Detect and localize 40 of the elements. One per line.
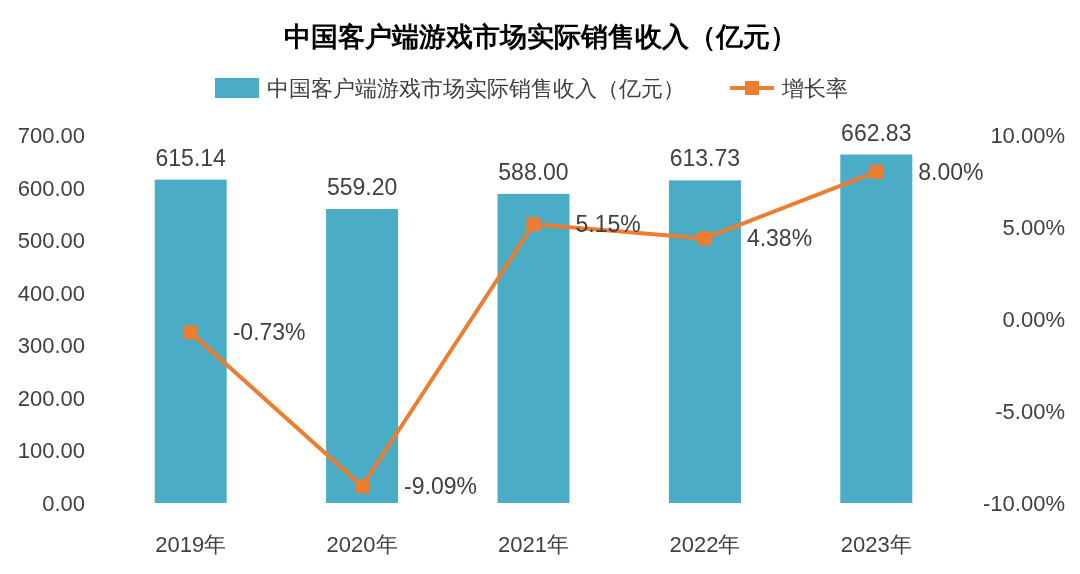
y-tick-label: 300.00 [17, 333, 85, 359]
x-tick-label: 2023年 [840, 532, 912, 557]
y-tick-label: 100.00 [17, 438, 85, 464]
bar [154, 179, 227, 503]
data-label: -9.09% [404, 473, 477, 500]
data-label: 613.73 [669, 145, 741, 172]
y2-tick-label: -5.00% [995, 399, 1065, 424]
x-tick-label: 2019年 [155, 532, 227, 557]
legend-label: 中国客户端游戏市场实际销售收入（亿元） [267, 76, 685, 101]
point [697, 231, 712, 246]
data-label: 8.00% [918, 158, 984, 185]
point [526, 217, 541, 232]
y2-tick-label: 0.00% [1002, 307, 1065, 332]
data-label: 559.20 [326, 174, 398, 201]
x-tick-label: 2022年 [669, 532, 741, 557]
chart-title: 中国客户端游戏市场实际销售收入（亿元） [283, 22, 797, 52]
data-label: 4.38% [746, 225, 813, 252]
y-tick-label: 700.00 [17, 123, 85, 148]
data-label: 662.83 [841, 119, 912, 146]
x-tick-label: 2021年 [498, 532, 569, 557]
point [183, 325, 198, 340]
data-label: 588.00 [498, 158, 569, 185]
y-tick-label: 600.00 [17, 175, 85, 201]
x-tick-label: 2020年 [326, 532, 398, 557]
y-tick-label: 200.00 [17, 385, 85, 411]
point [355, 479, 370, 494]
y-tick-label: 0.00 [42, 491, 85, 516]
data-label: 615.14 [155, 144, 227, 171]
bar [326, 209, 399, 503]
y-tick-label: 400.00 [17, 280, 85, 306]
y2-tick-label: 5.00% [1002, 215, 1065, 240]
point [869, 164, 884, 179]
data-label: -0.73% [232, 319, 306, 346]
bar [668, 180, 741, 503]
bar [497, 193, 570, 503]
bar [840, 154, 913, 503]
y2-tick-label: 10.00% [990, 123, 1065, 148]
legend-label: 增长率 [781, 76, 848, 101]
y-tick-label: 500.00 [17, 228, 85, 254]
y2-tick-label: -10.00% [983, 491, 1065, 516]
